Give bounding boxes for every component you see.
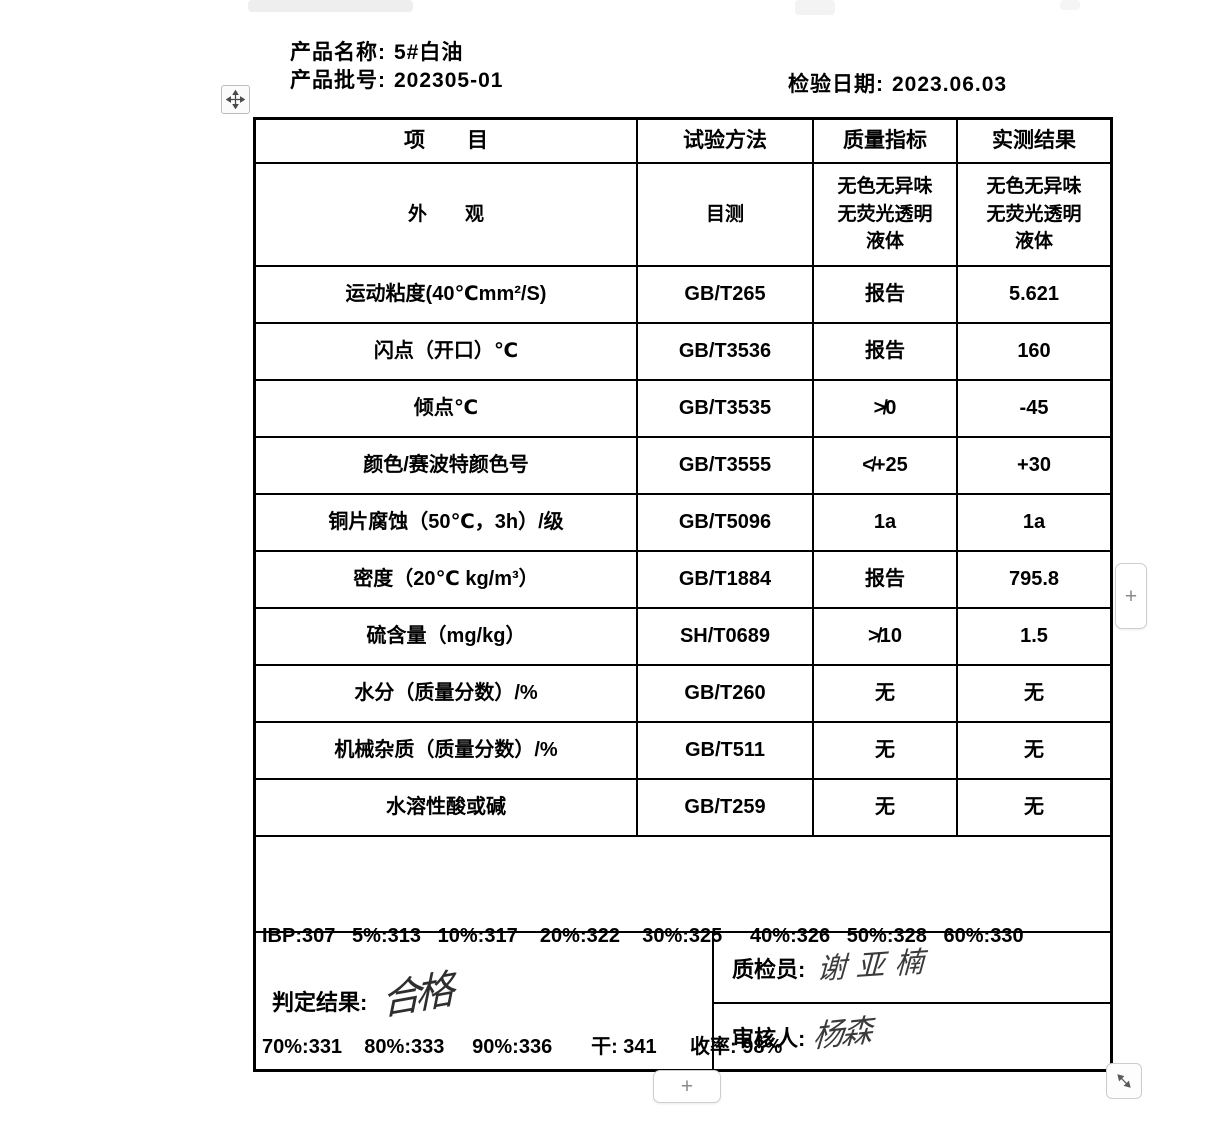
table-move-handle[interactable] <box>221 85 250 114</box>
item-cell: 密度（20℃ kg/m³） <box>256 552 638 607</box>
product-name-line: 产品名称: 5#白油 <box>290 36 463 66</box>
add-row-button[interactable]: + <box>653 1070 721 1103</box>
result-cell: 5.621 <box>1008 283 1060 305</box>
result-cell: +30 <box>1017 454 1051 476</box>
method-cell: SH/T0689 <box>638 609 814 664</box>
batch-number-line: 产品批号: 202305-01 <box>290 64 503 94</box>
table-header-row: 项 目 试验方法 质量指标 实测结果 <box>256 120 1110 164</box>
verdict-cell: 判定结果: 合格 <box>256 933 714 1069</box>
result-cell: 1a <box>1022 511 1046 533</box>
inspector-signature: 谢亚楠 <box>816 945 935 986</box>
item-cell: 硫含量（mg/kg） <box>256 609 638 664</box>
diagonal-resize-icon <box>1117 1074 1131 1088</box>
scan-artifact <box>795 0 835 15</box>
method-cell: GB/T3535 <box>638 381 814 436</box>
header-method: 试验方法 <box>638 120 814 162</box>
result-cell: 160 <box>1017 340 1051 362</box>
batch-number-value: 202305-01 <box>394 69 504 92</box>
spec-cell: 无色无异味 无荧光透明 液体 <box>814 164 958 265</box>
scan-artifact <box>1060 0 1080 10</box>
method-cell: GB/T260 <box>638 666 814 721</box>
signature-section: 判定结果: 合格 质检员: 谢亚楠 审核人: 杨森 <box>256 933 1110 1069</box>
distillation-line-2: 70%:331 80%:333 90%:336 干: 341 收率: 98% <box>262 1036 783 1058</box>
result-cell: 1.5 <box>1020 625 1048 647</box>
add-column-button[interactable]: + <box>1115 563 1147 629</box>
inspector-label: 质检员: <box>732 956 806 982</box>
table-row: 颜色/赛波特颜色号 GB/T3555 ≮+25 +30 <box>256 438 1110 495</box>
spec-cell: 报告 <box>814 324 958 379</box>
spec-cell: 无 <box>814 723 958 778</box>
header-item: 项 目 <box>256 120 638 162</box>
result-cell: 无 <box>1024 739 1044 761</box>
table-row: 水分（质量分数）/% GB/T260 无 无 <box>256 666 1110 723</box>
item-cell: 铜片腐蚀（50℃，3h）/级 <box>256 495 638 550</box>
result-cell: 无色无异味 无荧光透明 液体 <box>986 176 1082 253</box>
table-row: 闪点（开口）℃ GB/T3536 报告 160 <box>256 324 1110 381</box>
result-cell: 无 <box>1024 796 1044 818</box>
header-result: 实测结果 <box>992 128 1076 152</box>
spec-cell: 报告 <box>814 267 958 322</box>
plus-icon: + <box>680 1075 694 1098</box>
spec-cell: 1a <box>814 495 958 550</box>
inspection-date-line: 检验日期: 2023.06.03 <box>788 68 1007 98</box>
item-cell: 水分（质量分数）/% <box>256 666 638 721</box>
verdict-signature: 合格 <box>381 967 450 1025</box>
item-cell: 闪点（开口）℃ <box>256 324 638 379</box>
product-name-value: 5#白油 <box>394 41 464 64</box>
spec-cell: 无 <box>814 666 958 721</box>
inspection-date-value: 2023.06.03 <box>892 73 1008 96</box>
table-row: 运动粘度(40℃mm²/S) GB/T265 报告 5.621 <box>256 267 1110 324</box>
spec-cell: ≯0 <box>814 381 958 436</box>
table-row: 密度（20℃ kg/m³） GB/T1884 报告 795.8 <box>256 552 1110 609</box>
item-cell: 运动粘度(40℃mm²/S) <box>256 267 638 322</box>
result-cell: -45 <box>1019 397 1049 419</box>
method-cell: GB/T1884 <box>638 552 814 607</box>
inspection-date-label: 检验日期: <box>788 73 884 96</box>
item-cell: 机械杂质（质量分数）/% <box>256 723 638 778</box>
method-cell: GB/T5096 <box>638 495 814 550</box>
inspection-table: 项 目 试验方法 质量指标 实测结果 外 观 目测 无色无异味 无荧光透明 液体… <box>253 117 1113 1072</box>
method-cell: GB/T3555 <box>638 438 814 493</box>
four-way-move-icon <box>226 90 245 109</box>
spec-cell: 报告 <box>814 552 958 607</box>
item-cell: 外 观 <box>256 164 638 265</box>
verdict-label: 判定结果: <box>272 990 368 1015</box>
spec-cell: ≮+25 <box>814 438 958 493</box>
table-row: 水溶性酸或碱 GB/T259 无 无 <box>256 780 1110 837</box>
method-cell: GB/T511 <box>638 723 814 778</box>
result-cell: 无 <box>1024 682 1044 704</box>
item-cell: 水溶性酸或碱 <box>256 780 638 835</box>
method-cell: GB/T265 <box>638 267 814 322</box>
spec-cell: 无 <box>814 780 958 835</box>
table-row: 铜片腐蚀（50℃，3h）/级 GB/T5096 1a 1a <box>256 495 1110 552</box>
signers-cells: 质检员: 谢亚楠 审核人: 杨森 <box>714 933 1110 1069</box>
table-row: 硫含量（mg/kg） SH/T0689 ≯10 1.5 <box>256 609 1110 666</box>
reviewer-signature: 杨森 <box>812 1012 873 1055</box>
spec-cell: ≯10 <box>814 609 958 664</box>
method-cell: 目测 <box>638 164 814 265</box>
table-row: 外 观 目测 无色无异味 无荧光透明 液体 无色无异味 无荧光透明 液体 <box>256 164 1110 267</box>
result-cell: 795.8 <box>1008 568 1060 590</box>
inspector-cell: 质检员: 谢亚楠 <box>714 933 1110 1004</box>
distillation-line-1: IBP:307 5%:313 10%:317 20%:322 30%:325 4… <box>262 925 1024 947</box>
method-cell: GB/T259 <box>638 780 814 835</box>
distillation-row: IBP:307 5%:313 10%:317 20%:322 30%:325 4… <box>256 837 1110 1058</box>
table-row: 倾点℃ GB/T3535 ≯0 -45 <box>256 381 1110 438</box>
reviewer-label: 审核人: <box>732 1025 806 1051</box>
table-resize-handle[interactable] <box>1106 1063 1142 1099</box>
product-name-label: 产品名称: <box>290 41 386 64</box>
table-row: 机械杂质（质量分数）/% GB/T511 无 无 <box>256 723 1110 780</box>
item-cell: 颜色/赛波特颜色号 <box>256 438 638 493</box>
scan-artifact <box>248 0 413 12</box>
method-cell: GB/T3536 <box>638 324 814 379</box>
batch-number-label: 产品批号: <box>290 69 386 92</box>
plus-icon: + <box>1124 584 1138 608</box>
header-spec: 质量指标 <box>814 120 958 162</box>
reviewer-cell: 审核人: 杨森 <box>714 1004 1110 1069</box>
item-cell: 倾点℃ <box>256 381 638 436</box>
